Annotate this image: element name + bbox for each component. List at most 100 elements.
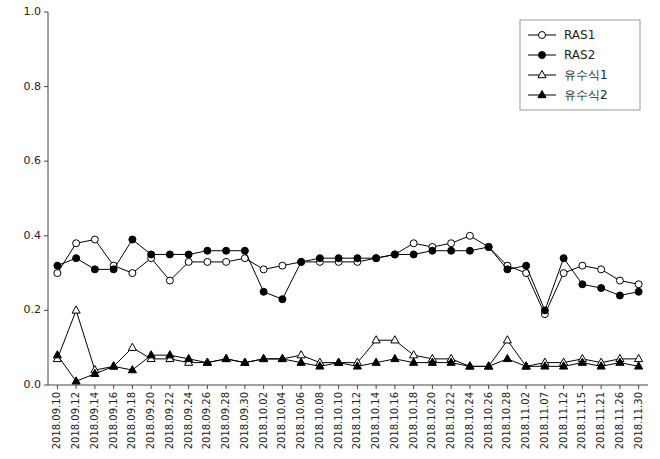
x-tick bbox=[169, 385, 170, 389]
point bbox=[579, 281, 586, 288]
x-tick-label: 2018.09.26 bbox=[201, 392, 212, 449]
point bbox=[635, 281, 642, 288]
y-tick-label: 1.0 bbox=[24, 5, 42, 18]
x-tick-label: 2018.09.16 bbox=[108, 392, 119, 449]
x-tick bbox=[507, 385, 508, 389]
x-tick-label: 2018.09.22 bbox=[164, 392, 175, 449]
y-tick bbox=[44, 12, 48, 13]
point bbox=[279, 296, 286, 303]
point bbox=[448, 247, 455, 254]
point bbox=[504, 266, 511, 273]
x-axis-line bbox=[48, 385, 648, 386]
line bbox=[57, 236, 638, 314]
point bbox=[485, 243, 492, 250]
point bbox=[185, 354, 193, 361]
x-tick bbox=[451, 385, 452, 389]
point bbox=[298, 258, 305, 265]
x-tick-label: 2018.11.07 bbox=[539, 392, 550, 449]
x-tick-label: 2018.10.10 bbox=[333, 392, 344, 449]
point bbox=[560, 270, 567, 277]
point bbox=[597, 362, 605, 369]
legend-label: RAS2 bbox=[564, 48, 595, 62]
legend-marker bbox=[538, 71, 546, 78]
x-tick-label: 2018.10.24 bbox=[464, 392, 475, 449]
point bbox=[260, 266, 267, 273]
point bbox=[391, 251, 398, 258]
point bbox=[73, 240, 80, 247]
point bbox=[635, 362, 643, 369]
x-tick bbox=[338, 385, 339, 389]
point bbox=[110, 362, 118, 369]
point bbox=[616, 358, 624, 365]
y-tick bbox=[44, 86, 48, 87]
x-tick bbox=[244, 385, 245, 389]
point bbox=[616, 277, 623, 284]
y-tick-label: 0.8 bbox=[24, 80, 42, 93]
x-tick bbox=[469, 385, 470, 389]
point bbox=[260, 354, 268, 361]
point bbox=[166, 251, 173, 258]
point bbox=[91, 369, 99, 376]
x-tick bbox=[94, 385, 95, 389]
x-tick bbox=[151, 385, 152, 389]
legend: RAS1RAS2유수식1유수식2 bbox=[520, 20, 640, 110]
x-tick-label: 2018.10.16 bbox=[389, 392, 400, 449]
line bbox=[57, 310, 638, 370]
x-tick-label: 2018.09.18 bbox=[126, 392, 137, 449]
point bbox=[129, 236, 136, 243]
x-tick-label: 2018.09.28 bbox=[220, 392, 231, 449]
point bbox=[373, 255, 380, 262]
point bbox=[279, 262, 286, 269]
x-tick bbox=[582, 385, 583, 389]
point bbox=[485, 362, 493, 369]
point bbox=[635, 288, 642, 295]
x-tick bbox=[226, 385, 227, 389]
point bbox=[278, 354, 286, 361]
x-tick-label: 2018.10.28 bbox=[501, 392, 512, 449]
point bbox=[223, 258, 230, 265]
x-tick bbox=[113, 385, 114, 389]
point bbox=[541, 362, 549, 369]
point bbox=[222, 354, 230, 361]
x-tick bbox=[357, 385, 358, 389]
y-tick-label: 0.6 bbox=[24, 154, 42, 167]
point bbox=[241, 358, 249, 365]
point bbox=[391, 251, 398, 258]
x-tick bbox=[488, 385, 489, 389]
point bbox=[148, 251, 155, 258]
x-tick-label: 2018.10.12 bbox=[351, 392, 362, 449]
x-tick bbox=[638, 385, 639, 389]
point bbox=[354, 255, 361, 262]
y-axis-line bbox=[48, 12, 49, 385]
point bbox=[110, 362, 118, 369]
x-tick-label: 2018.11.26 bbox=[614, 392, 625, 449]
point bbox=[522, 362, 530, 369]
point bbox=[373, 255, 380, 262]
point bbox=[616, 292, 623, 299]
line bbox=[57, 355, 638, 381]
point bbox=[297, 351, 305, 358]
x-tick bbox=[319, 385, 320, 389]
point bbox=[466, 362, 474, 369]
point bbox=[410, 351, 418, 358]
series bbox=[53, 351, 642, 384]
point bbox=[429, 247, 436, 254]
x-tick-label: 2018.09.14 bbox=[89, 392, 100, 449]
point bbox=[129, 270, 136, 277]
x-tick-label: 2018.11.30 bbox=[633, 392, 644, 449]
legend-label: RAS1 bbox=[564, 28, 595, 42]
x-tick-label: 2018.10.26 bbox=[483, 392, 494, 449]
point bbox=[297, 358, 305, 365]
point bbox=[410, 251, 417, 258]
point bbox=[448, 240, 455, 247]
point bbox=[73, 255, 80, 262]
x-tick bbox=[263, 385, 264, 389]
point bbox=[598, 266, 605, 273]
point bbox=[222, 354, 230, 361]
point bbox=[72, 306, 80, 313]
plot-area bbox=[53, 232, 642, 384]
y-tick bbox=[44, 385, 48, 386]
x-tick bbox=[563, 385, 564, 389]
point bbox=[166, 277, 173, 284]
point bbox=[203, 358, 211, 365]
